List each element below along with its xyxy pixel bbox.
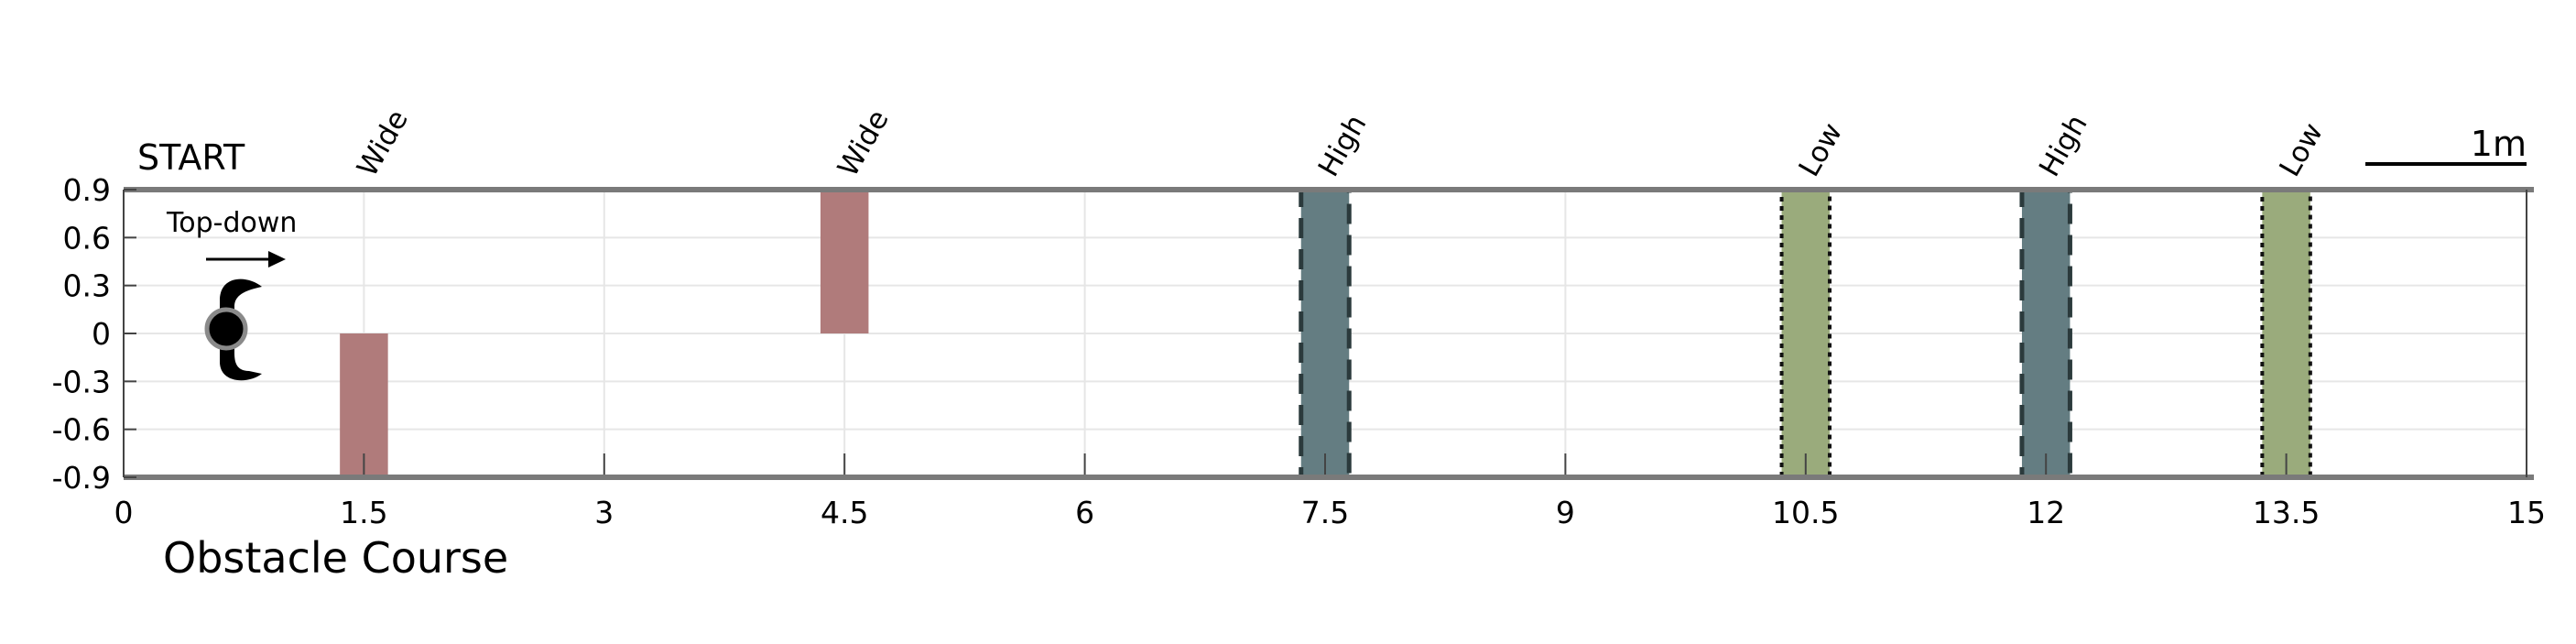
x-tick-label: 9: [1556, 495, 1575, 530]
obstacle-label-5: High: [2033, 109, 2094, 182]
obstacle-label-6: Low: [2273, 117, 2330, 182]
y-tick-label: -0.6: [52, 412, 111, 448]
obstacle-bar-5: [2019, 187, 2072, 480]
robot-body-icon: [220, 278, 262, 381]
axes: [123, 187, 2534, 480]
x-tick-label: 15: [2507, 495, 2546, 530]
obstacle-bar-4: [1779, 188, 1832, 479]
robot-diagram: Top-down: [166, 207, 297, 381]
y-tick-label: 0.9: [63, 172, 111, 208]
x-tick-label: 0: [114, 495, 134, 530]
obstacle-bar-3: [1299, 187, 1352, 480]
x-tick-label: 13.5: [2253, 495, 2320, 530]
obstacle-label-3: High: [1312, 109, 1374, 182]
x-axis-label: Obstacle Course: [163, 533, 508, 583]
x-tick-label: 4.5: [821, 495, 868, 530]
obstacle-bar-2: [820, 190, 869, 333]
y-tick-label: -0.3: [52, 364, 111, 399]
x-tick-labels: 0 1.5 3 4.5 6 7.5 9 10.5 12 13.5 15: [114, 495, 2547, 530]
y-tick-label: -0.9: [52, 460, 111, 496]
scale-bar: 1m: [2365, 124, 2527, 166]
obstacle-bar-1: [340, 333, 388, 477]
x-tick-label: 6: [1075, 495, 1094, 530]
obstacle-label-1: Wide: [351, 104, 415, 182]
x-tick-label: 1.5: [340, 495, 387, 530]
y-tick-label: 0.6: [63, 220, 111, 256]
x-tick-label: 12: [2027, 495, 2065, 530]
obstacle-bar-6: [2260, 188, 2312, 479]
x-tick-label: 7.5: [1301, 495, 1349, 530]
x-tick-label: 3: [594, 495, 614, 530]
x-tick-label: 10.5: [1772, 495, 1839, 530]
y-tick-labels: 0.9 0.6 0.3 0 -0.3 -0.6 -0.9: [52, 172, 111, 496]
y-tick-label: 0: [92, 316, 111, 352]
start-label: START: [137, 137, 245, 178]
obstacle-label-4: Low: [1793, 117, 1850, 182]
robot-marker-icon: [204, 307, 248, 351]
y-tick-label: 0.3: [63, 268, 111, 304]
obstacle-labels: Wide Wide High Low High Low: [351, 104, 2330, 182]
direction-arrow-icon: [206, 251, 286, 267]
obstacle-label-2: Wide: [831, 104, 896, 182]
robot-note: Top-down: [166, 207, 297, 239]
scale-bar-label: 1m: [2471, 124, 2527, 164]
